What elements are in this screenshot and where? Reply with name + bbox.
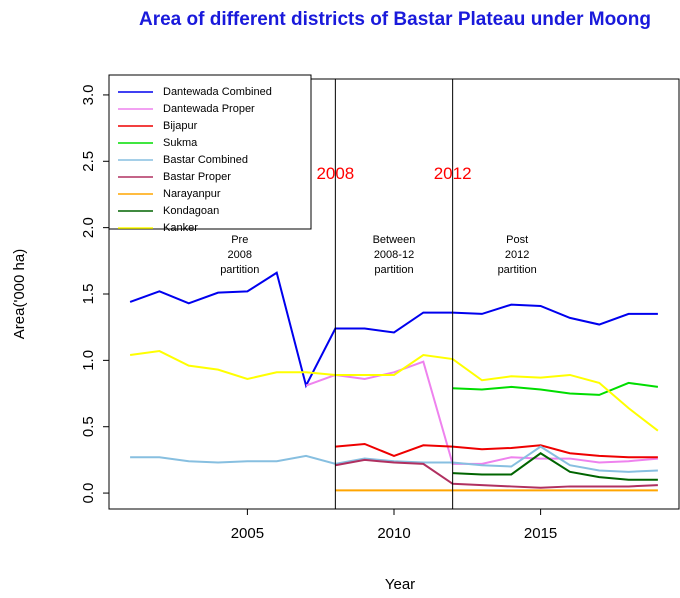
series-line (335, 442, 658, 459)
y-tick-label: 2.5 (80, 151, 97, 172)
annotation: partition (374, 264, 413, 276)
annotation: partition (498, 264, 537, 276)
series-line (305, 360, 658, 465)
series-line (452, 452, 658, 481)
period-label: 2008 (316, 164, 354, 183)
legend-label: Bastar Proper (163, 171, 231, 183)
legend-label: Kanker (163, 222, 198, 234)
period-label: 2012 (434, 164, 472, 183)
y-tick-label: 3.0 (80, 84, 97, 105)
legend-label: Dantewada Proper (163, 103, 255, 115)
y-tick-label: 0.5 (80, 416, 97, 437)
legend: Dantewada Combined Dantewada Proper Bijapu… (108, 74, 312, 234)
legend-label: Bastar Combined (163, 154, 248, 166)
annotation: partition (220, 264, 259, 276)
legend-label: Bijapur (163, 120, 198, 132)
series-line (452, 381, 659, 396)
x-tick-label: 2005 (231, 525, 264, 542)
y-axis-label: Area('000 ha) (11, 249, 28, 339)
series-line (335, 458, 658, 489)
legend-label: Dantewada Combined (163, 86, 272, 98)
annotation: 2012 (505, 249, 529, 261)
y-tick-label: 2.0 (80, 217, 97, 238)
y-tick-label: 1.5 (80, 284, 97, 305)
series-line (129, 350, 659, 432)
legend-label: Narayanpur (163, 188, 221, 200)
series-line (130, 445, 658, 473)
legend-label: Kondagoan (163, 205, 219, 217)
y-tick-label: 1.0 (80, 350, 97, 371)
annotation: 2008-12 (374, 249, 414, 261)
x-tick-label: 2015 (524, 525, 557, 542)
annotation: 2008 (228, 249, 252, 261)
legend-box (108, 74, 312, 230)
annotation: Post (506, 234, 528, 246)
chart-title: Area of different districts of Bastar Pl… (138, 9, 652, 30)
x-axis-label: Year (385, 576, 415, 593)
x-tick-label: 2010 (377, 525, 410, 542)
annotation: Pre (231, 234, 248, 246)
annotation: Between (373, 234, 416, 246)
y-tick-label: 0.0 (80, 483, 97, 504)
series-line (129, 271, 658, 389)
legend-label: Sukma (163, 137, 198, 149)
